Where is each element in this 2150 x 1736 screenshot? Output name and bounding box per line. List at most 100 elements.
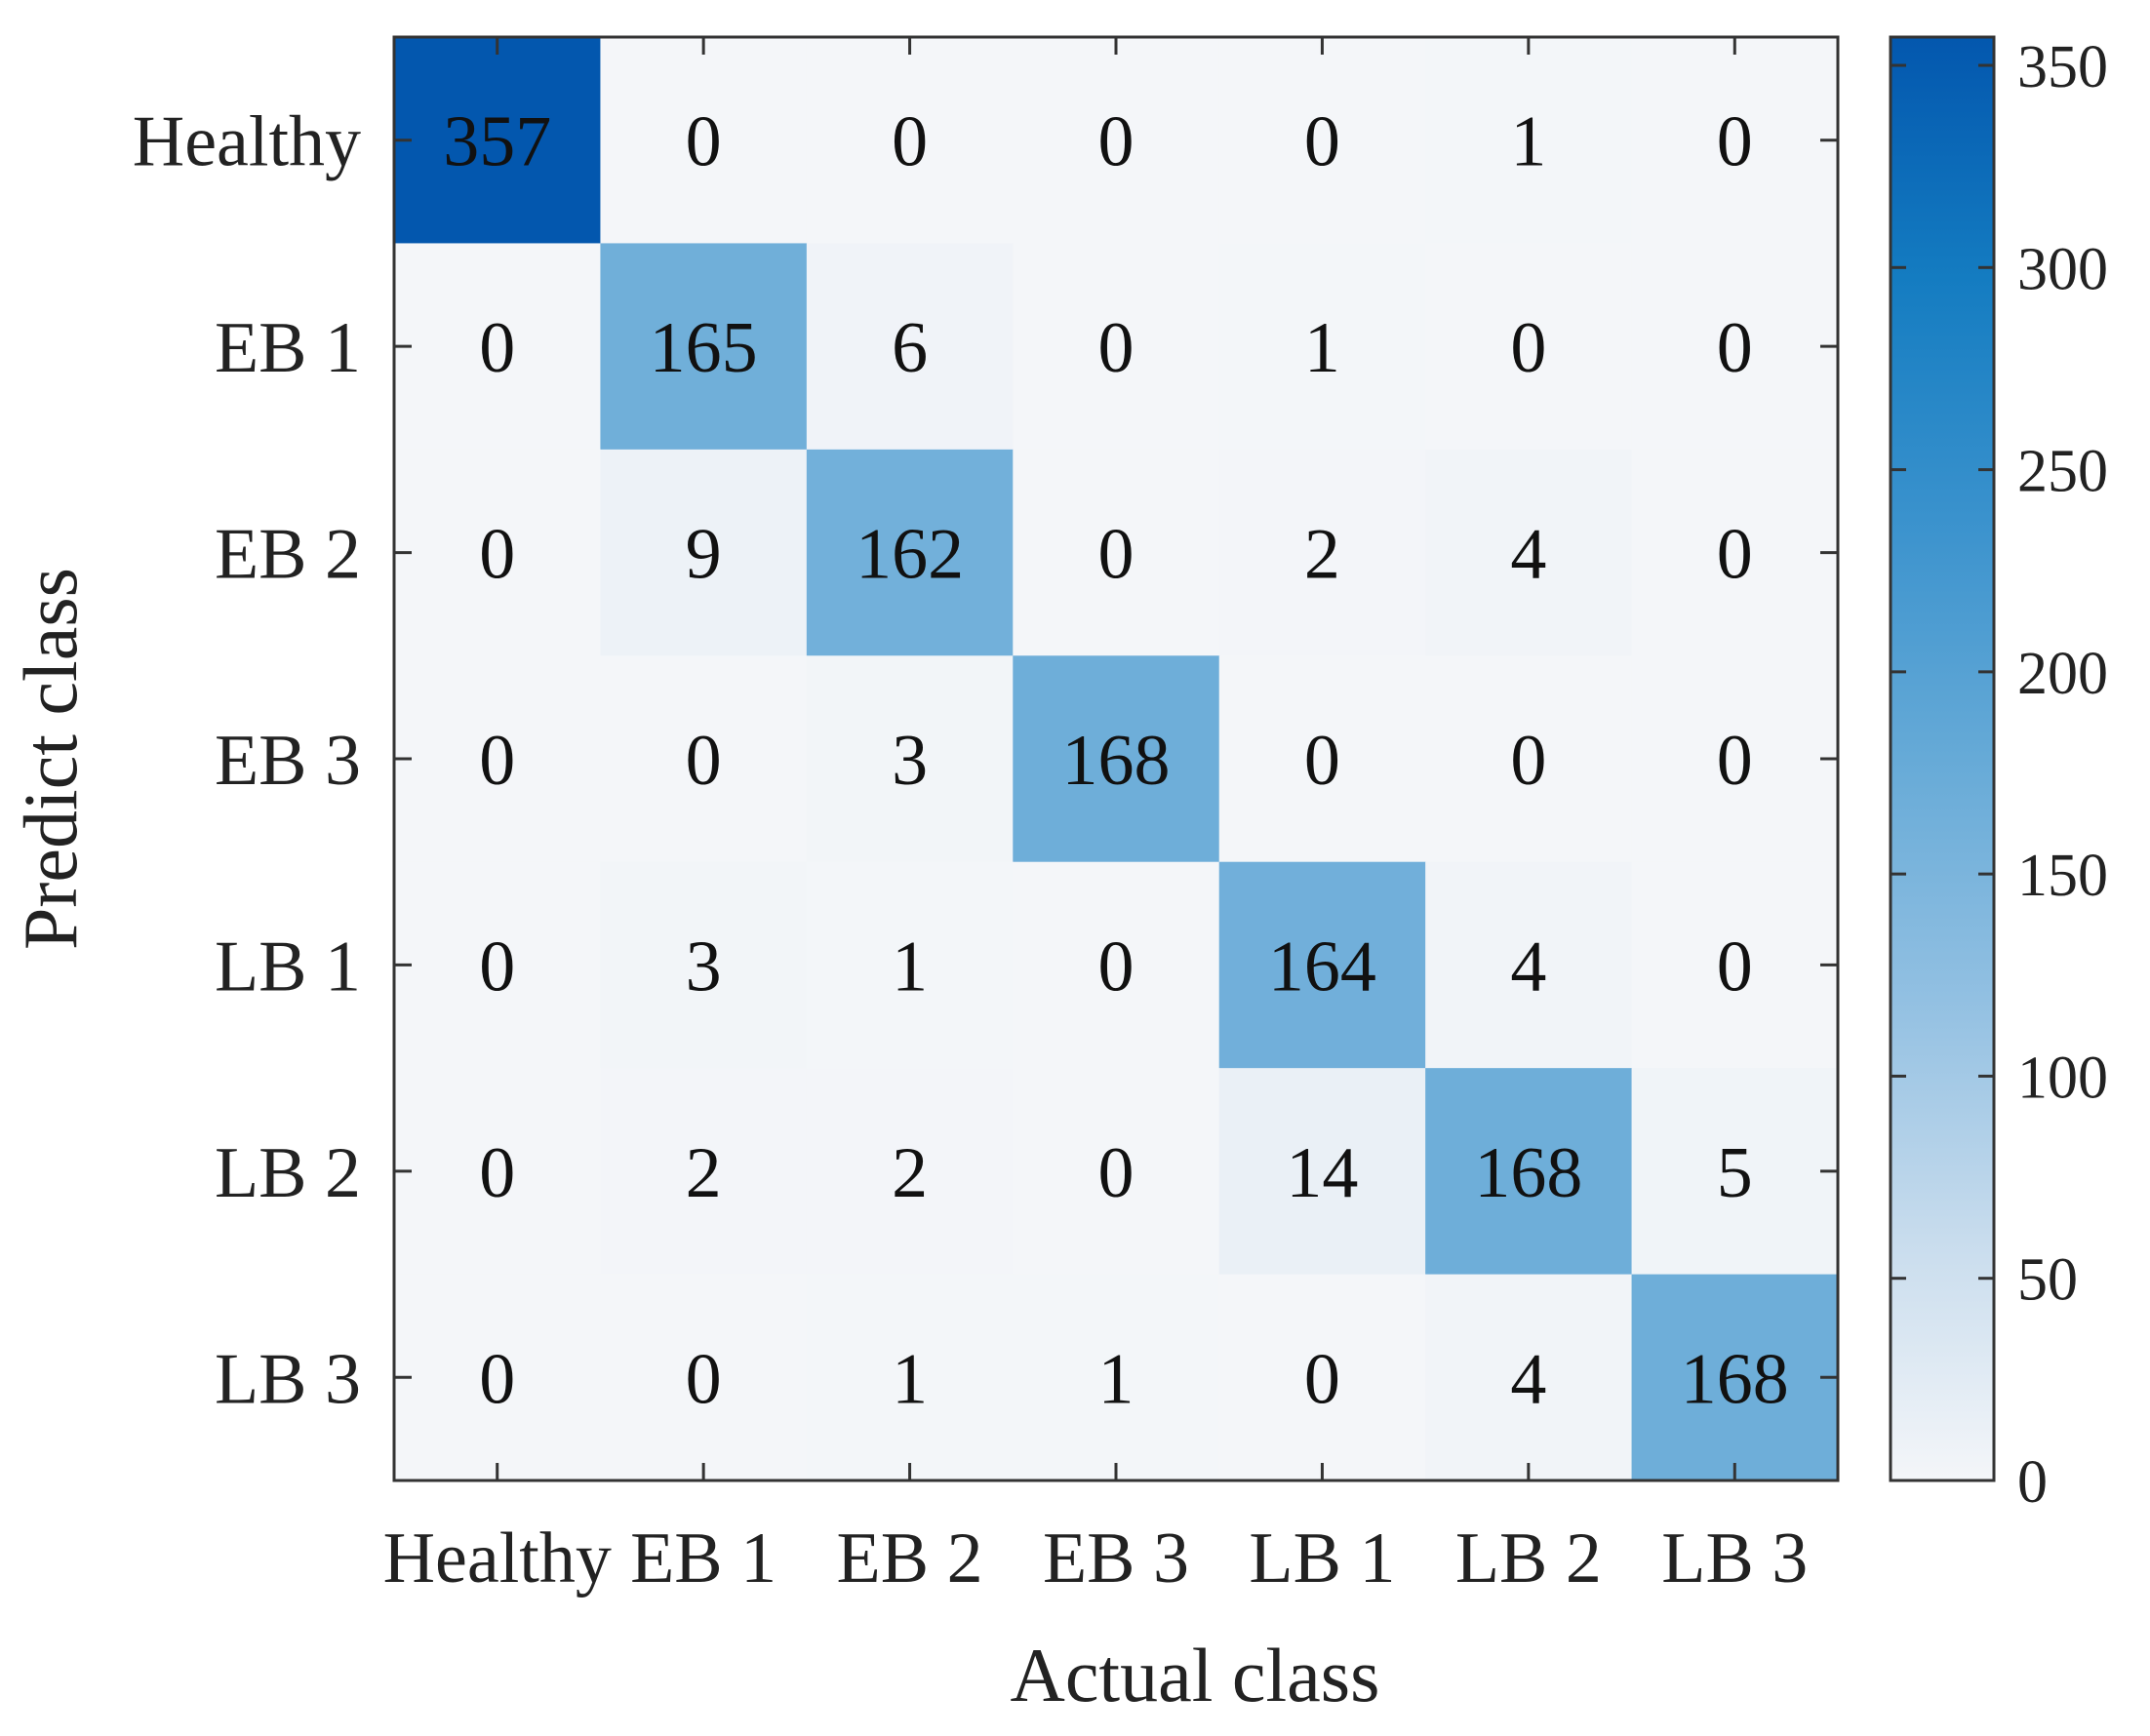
heatmap-cell (1631, 861, 1839, 1069)
y-tick-label: EB 1 (215, 308, 361, 388)
cell-value: 168 (1681, 1339, 1789, 1419)
cell-value: 164 (1268, 927, 1376, 1006)
heatmap-cell (806, 1274, 1014, 1481)
cell-value: 168 (1474, 1133, 1582, 1213)
cell-value: 0 (479, 308, 515, 388)
heatmap-cell (806, 243, 1014, 451)
y-axis-ticks: Healthy EB 1 EB 2 EB 3 LB 1 LB 2 LB 3 (133, 102, 1838, 1419)
cell-value: 165 (650, 308, 758, 388)
heatmap-cell (600, 37, 808, 244)
heatmap-cell (1218, 243, 1426, 451)
cell-value: 0 (1510, 308, 1546, 388)
heatmap-cell (394, 449, 601, 656)
heatmap-cell (1631, 449, 1839, 656)
heatmap-cell (1631, 655, 1839, 863)
cell-value: 1 (1304, 308, 1340, 388)
heatmap-cell (806, 861, 1014, 1069)
cell-value: 0 (1510, 721, 1546, 801)
heatmap-cell (1425, 655, 1633, 863)
heatmap-cell (806, 1068, 1014, 1276)
colorbar-tick-label: 0 (2017, 1449, 2048, 1516)
cell-value: 1 (892, 1339, 928, 1419)
heatmap-cell (394, 861, 601, 1069)
y-tick-label: LB 3 (215, 1339, 361, 1419)
colorbar-tick-label: 150 (2017, 843, 2108, 909)
x-tick-label: EB 3 (1043, 1519, 1189, 1598)
heatmap-cell (394, 243, 601, 451)
cell-value: 0 (1717, 102, 1753, 182)
cell-value: 1 (1098, 1339, 1135, 1419)
heatmap-cell (1218, 449, 1426, 656)
x-axis-ticks: Healthy EB 1 EB 2 EB 3 LB 1 LB 2 LB 3 (383, 37, 1808, 1598)
x-tick-label: LB 1 (1249, 1519, 1395, 1598)
x-tick-label: EB 1 (630, 1519, 776, 1598)
cell-value: 2 (686, 1133, 722, 1213)
heatmap-cell (806, 449, 1014, 656)
cell-value: 0 (686, 721, 722, 801)
heatmap-cell (394, 1274, 601, 1481)
cell-value: 9 (686, 515, 722, 595)
heatmap-cell (1425, 37, 1633, 244)
heatmap-cell (1013, 449, 1220, 656)
heatmap-cell (1013, 861, 1220, 1069)
cell-value: 14 (1286, 1133, 1358, 1213)
cell-value: 0 (686, 1339, 722, 1419)
heatmap-cell (1425, 1274, 1633, 1481)
cell-value: 0 (1098, 515, 1135, 595)
cell-value: 0 (1098, 927, 1135, 1006)
cell-value: 4 (1510, 927, 1546, 1006)
cell-value: 0 (479, 1339, 515, 1419)
heatmap-cells: 357 0 0 0 0 1 0 0 165 6 0 1 0 0 0 9 162 0 2 4 0 0 0 3 168 0 0 0 0 3 1 0… (394, 37, 1839, 1481)
colorbar-tick-label: 50 (2017, 1247, 2078, 1314)
heatmap-cell (1218, 655, 1426, 863)
heatmap-cell (1425, 449, 1633, 656)
cell-value: 0 (1717, 515, 1753, 595)
cell-value: 357 (443, 102, 551, 182)
x-tick-label: LB 2 (1455, 1519, 1602, 1598)
heatmap-cell (1425, 861, 1633, 1069)
heatmap-cell (1218, 1274, 1426, 1481)
heatmap-cell (1218, 1068, 1426, 1276)
heatmap-cell (1631, 37, 1839, 244)
y-tick-label: Healthy (133, 102, 361, 182)
y-tick-label: LB 1 (215, 927, 361, 1006)
cell-value: 2 (1304, 515, 1340, 595)
cell-value: 0 (1098, 308, 1135, 388)
heatmap-cell (1013, 655, 1220, 863)
cell-value: 5 (1717, 1133, 1753, 1213)
colorbar-tick-label: 100 (2017, 1045, 2108, 1111)
colorbar-ticks: 0 50 100 150 200 250 300 350 (1891, 34, 2108, 1516)
y-axis-label: Predict class (8, 568, 93, 950)
colorbar (1889, 35, 1996, 1482)
heatmap-cell (600, 243, 808, 451)
colorbar-tick-label: 200 (2017, 641, 2108, 707)
heatmap-cell (1631, 1068, 1839, 1276)
y-tick-label: EB 3 (215, 721, 361, 801)
cell-value: 1 (1510, 102, 1546, 182)
y-tick-label: EB 2 (215, 515, 361, 595)
heatmap-cell (1218, 861, 1426, 1069)
cell-value: 0 (1717, 308, 1753, 388)
x-axis-label: Actual class (1010, 1633, 1379, 1717)
cell-value: 0 (1304, 102, 1340, 182)
cell-value: 0 (1304, 721, 1340, 801)
x-tick-label: Healthy (383, 1519, 612, 1598)
cell-value: 6 (892, 308, 928, 388)
cell-value: 0 (479, 927, 515, 1006)
colorbar-tick-label: 350 (2017, 34, 2108, 100)
cell-value: 168 (1062, 721, 1171, 801)
cell-value: 2 (892, 1133, 928, 1213)
heatmap-cell (1013, 37, 1220, 244)
cell-value: 162 (856, 515, 964, 595)
heatmap-cell (1013, 1068, 1220, 1276)
cell-value: 0 (1098, 102, 1135, 182)
cell-value: 1 (892, 927, 928, 1006)
heatmap-cell (1425, 1068, 1633, 1276)
heatmap-cell (394, 37, 601, 244)
cell-value: 0 (1304, 1339, 1340, 1419)
cell-value: 4 (1510, 515, 1546, 595)
heatmap-cell (1631, 243, 1839, 451)
cell-value: 0 (1717, 927, 1753, 1006)
heatmap-cell (1425, 243, 1633, 451)
